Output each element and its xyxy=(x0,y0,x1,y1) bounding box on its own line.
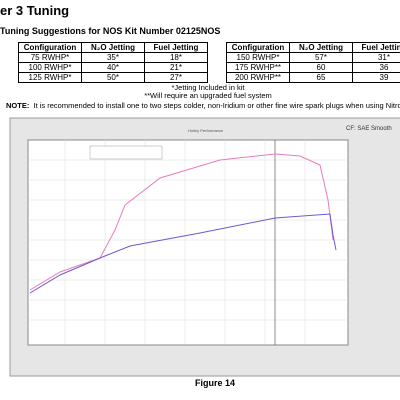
table-cell: 27* xyxy=(144,72,208,83)
footnote: **Will require an upgraded fuel system xyxy=(144,91,272,100)
table-row: 200 RWHP** 65 39 xyxy=(226,72,400,83)
note: NOTE: It is recommended to install one t… xyxy=(6,101,400,110)
jetting-table: Configuration N₂O Jetting Fuel Jetting 75 R… xyxy=(18,42,208,83)
section-title: Tuning Suggestions for NOS Kit Number 02… xyxy=(0,26,221,36)
page-title: er 3 Tuning xyxy=(0,3,70,18)
plot-area xyxy=(27,139,349,346)
table-cell: 39 xyxy=(352,72,400,83)
power-curve xyxy=(29,213,337,294)
note-label: NOTE: xyxy=(6,101,30,110)
legend-box xyxy=(89,145,163,160)
grid xyxy=(28,140,348,345)
figure-title: Holley Performance xyxy=(188,128,224,133)
figure-caption: Figure 14 xyxy=(195,378,235,388)
table-row: 125 RWHP* 50* 27* xyxy=(18,72,208,83)
correction-factor: CF: SAE Smooth xyxy=(346,126,392,132)
note-text: It is recommended to install one to two … xyxy=(33,101,400,110)
footnote: *Jetting Included in kit xyxy=(171,83,245,92)
